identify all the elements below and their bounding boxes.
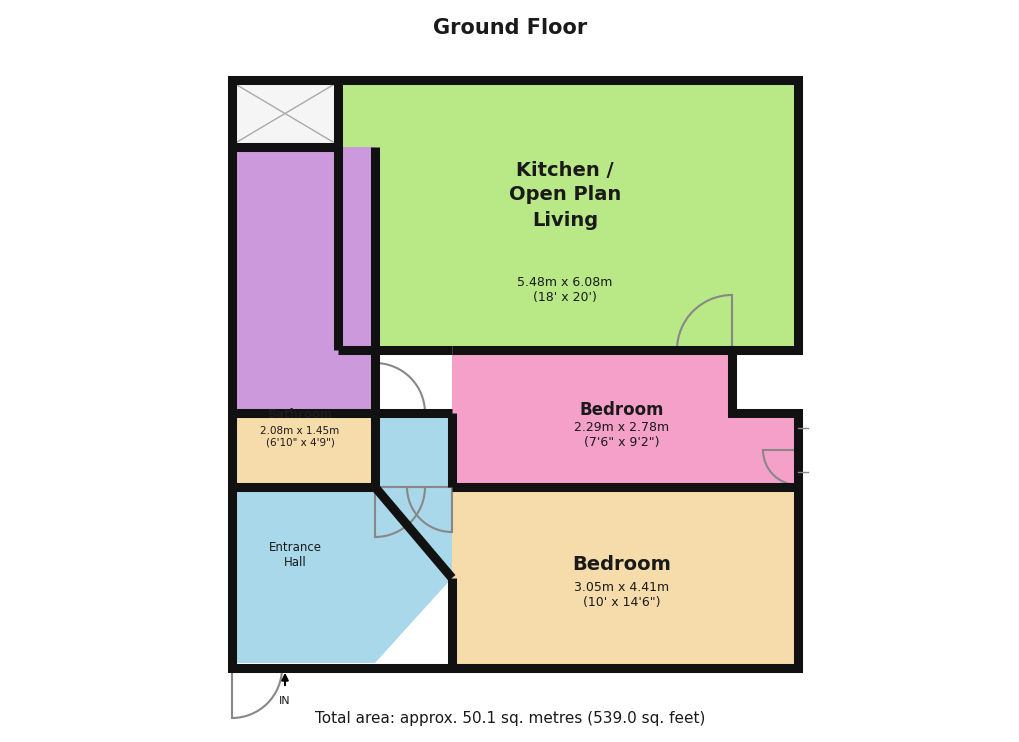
Text: Entrance
Hall: Entrance Hall [268, 541, 321, 569]
Polygon shape [337, 80, 797, 413]
Polygon shape [451, 350, 797, 487]
Text: Bedroom: Bedroom [572, 556, 671, 574]
Text: Bathroom: Bathroom [267, 409, 332, 421]
Text: Bedroom: Bedroom [579, 401, 663, 419]
Text: 5.48m x 6.08m
(18' x 20'): 5.48m x 6.08m (18' x 20') [517, 276, 612, 304]
Polygon shape [451, 487, 797, 668]
Text: Ground Floor: Ground Floor [432, 18, 587, 38]
Text: 3.05m x 4.41m
(10' x 14'6"): 3.05m x 4.41m (10' x 14'6") [574, 581, 668, 609]
Text: 2.29m x 2.78m
(7'6" x 9'2"): 2.29m x 2.78m (7'6" x 9'2") [574, 421, 668, 449]
Text: IN: IN [279, 696, 290, 706]
Text: Kitchen /
Open Plan
Living: Kitchen / Open Plan Living [508, 160, 621, 229]
Polygon shape [231, 147, 375, 487]
Text: Total area: approx. 50.1 sq. metres (539.0 sq. feet): Total area: approx. 50.1 sq. metres (539… [315, 711, 704, 726]
Text: 2.08m x 1.45m
(6'10" x 4'9"): 2.08m x 1.45m (6'10" x 4'9") [260, 426, 339, 448]
Polygon shape [231, 413, 451, 663]
Polygon shape [231, 413, 375, 487]
Polygon shape [231, 80, 337, 147]
